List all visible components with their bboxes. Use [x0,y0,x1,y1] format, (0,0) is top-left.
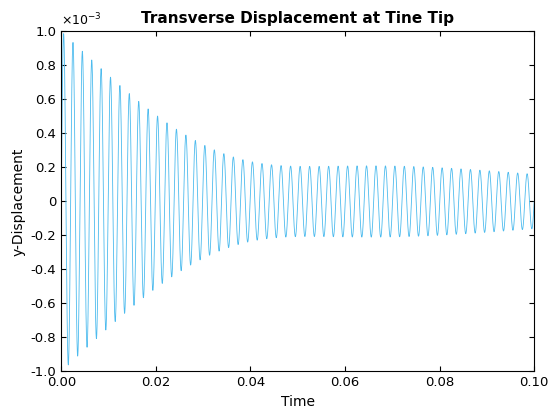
Y-axis label: y-Displacement: y-Displacement [11,147,25,256]
Title: Transverse Displacement at Tine Tip: Transverse Displacement at Tine Tip [141,11,454,26]
Text: $\times10^{-3}$: $\times10^{-3}$ [61,11,102,28]
X-axis label: Time: Time [281,395,315,409]
